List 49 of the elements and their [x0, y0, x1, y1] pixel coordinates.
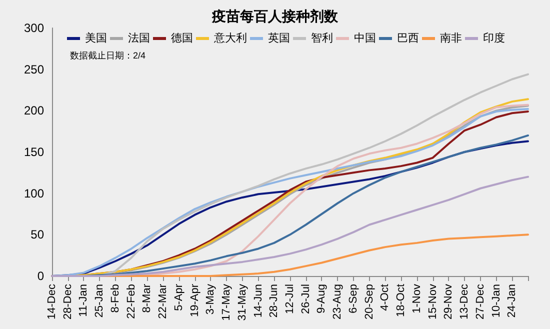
legend-label: 南非 — [440, 32, 462, 44]
y-tick-label: 200 — [24, 104, 44, 118]
x-tick-label: 24-Jan — [506, 284, 518, 318]
x-tick-label: 22-Mar — [157, 284, 170, 319]
y-tick-label: 50 — [30, 228, 44, 242]
y-tick-label: 100 — [24, 186, 44, 200]
x-tick-label: 4-Oct — [379, 284, 392, 311]
x-tick-label: 8-Mar — [141, 284, 154, 313]
y-tick-label: 0 — [37, 269, 44, 283]
legend-label: 英国 — [268, 32, 290, 44]
legend-label: 意大利 — [213, 32, 247, 44]
x-tick-label: 5-Apr — [172, 284, 185, 311]
x-tick-label: 10-Jan — [490, 284, 502, 318]
x-tick-label: 27-Dec — [474, 284, 486, 320]
x-tick-label: 14-Dec — [46, 284, 58, 320]
legend-label: 印度 — [483, 32, 505, 44]
x-tick-label: 31-May — [236, 284, 248, 321]
x-tick-label: 20-Sep — [363, 284, 376, 320]
x-tick-label: 8-Feb — [109, 284, 122, 313]
legend-label: 中国 — [354, 32, 376, 44]
x-tick-label: 28-Jun — [268, 284, 280, 318]
x-tick-label: 23-Aug — [332, 284, 344, 320]
y-tick-label: 250 — [24, 62, 44, 76]
annotation: 数据截止日期：2/4 — [70, 50, 146, 60]
x-tick-label: 12-Jul — [284, 284, 296, 314]
legend-label: 智利 — [311, 32, 333, 44]
legend-label: 法国 — [128, 32, 150, 44]
chart-title: 疫苗每百人接种剂数 — [211, 8, 339, 24]
x-tick-label: 29-Nov — [442, 284, 455, 320]
x-tick-label: 14-Jun — [252, 284, 264, 318]
x-tick-label: 18-Oct — [395, 284, 408, 318]
y-tick-label: 300 — [24, 21, 44, 35]
x-tick-label: 28-Dec — [62, 284, 74, 320]
x-tick-label: 3-May — [204, 284, 217, 315]
x-tick-label: 17-May — [220, 284, 233, 321]
x-tick-label: 19-Apr — [188, 284, 201, 318]
x-tick-label: 25-Jan — [94, 284, 106, 318]
legend-label: 德国 — [171, 32, 193, 44]
x-tick-label: 13-Dec — [458, 284, 471, 320]
x-tick-label: 1-Nov — [410, 284, 423, 314]
legend-label: 巴西 — [397, 32, 419, 44]
y-tick-label: 150 — [24, 145, 44, 159]
x-tick-label: 11-Jan — [78, 284, 90, 317]
x-tick-label: 15-Nov — [426, 284, 439, 320]
x-tick-label: 22-Feb — [125, 284, 138, 319]
x-tick-label: 9-Aug — [316, 284, 328, 314]
x-tick-label: 6-Sep — [347, 284, 360, 314]
legend-label: 美国 — [85, 32, 107, 44]
x-tick-label: 26-Jul — [300, 284, 312, 314]
